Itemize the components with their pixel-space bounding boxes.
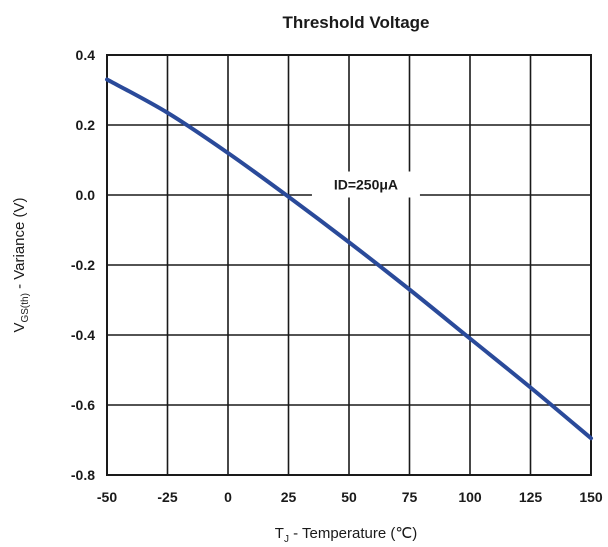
annotation-label: ID=250μA [334, 177, 398, 193]
y-tick-labels: 0.4 0.2 0.0 -0.2 -0.4 -0.6 -0.8 [71, 47, 95, 483]
y-tick-label: -0.2 [71, 257, 95, 273]
plot-frame [106, 54, 592, 476]
y-axis-label-subscript: GS(th) [20, 293, 31, 322]
y-tick-label: -0.6 [71, 397, 95, 413]
x-tick-label: 50 [341, 489, 357, 505]
x-tick-label: -50 [97, 489, 117, 505]
y-tick-label: -0.8 [71, 467, 95, 483]
series-line-0 [105, 77, 593, 441]
x-axis-label: TJ - Temperature (℃) [275, 525, 417, 545]
x-tick-label: 125 [519, 489, 543, 505]
y-tick-label: 0.2 [76, 117, 96, 133]
y-axis-label: VGS(th) - Variance (V) [11, 197, 31, 332]
x-tick-labels: -50 -25 0 25 50 75 100 125 150 [97, 489, 603, 505]
x-tick-label: 0 [224, 489, 232, 505]
annotation-group: ID=250μA [311, 171, 420, 198]
y-tick-label: 0.0 [76, 187, 96, 203]
x-tick-label: -25 [157, 489, 177, 505]
x-tick-label: 150 [579, 489, 603, 505]
x-tick-label: 100 [458, 489, 482, 505]
x-axis-label-rest: - Temperature (℃) [289, 525, 417, 542]
y-axis-label-rest: - Variance (V) [11, 197, 28, 293]
x-axis-label-main: T [275, 525, 284, 542]
y-tick-label: -0.4 [71, 327, 95, 343]
x-tick-label: 25 [281, 489, 297, 505]
series [105, 77, 593, 441]
y-axis-label-main: V [11, 323, 28, 333]
chart-title: Threshold Voltage [282, 13, 429, 32]
y-tick-label: 0.4 [76, 47, 96, 63]
annotation-background [311, 171, 420, 198]
x-tick-label: 75 [402, 489, 418, 505]
x-axis-label-subscript: J [284, 534, 289, 545]
